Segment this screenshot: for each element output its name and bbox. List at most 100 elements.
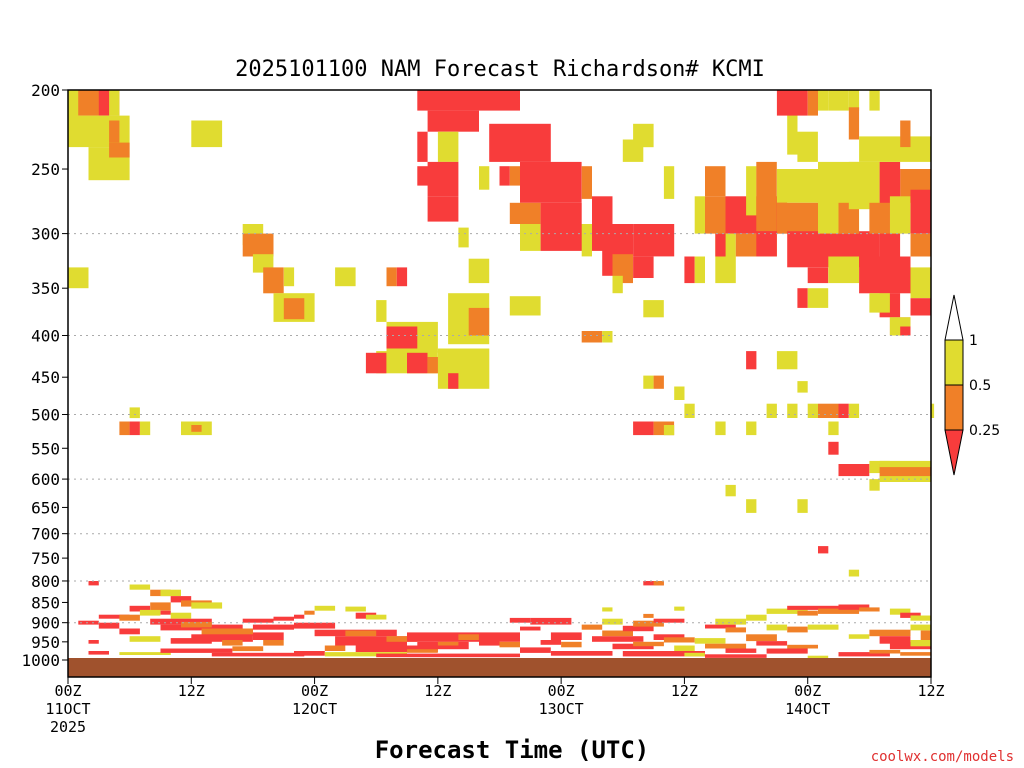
ri-cell-orange: [191, 425, 202, 432]
ri-cell-orange: [581, 166, 592, 199]
ri-cell-yellow: [869, 90, 880, 111]
legend-bin: [944, 384, 964, 431]
ri-cell-yellow: [715, 618, 747, 625]
ri-cell-orange: [561, 641, 582, 648]
ri-cell-orange: [119, 421, 130, 436]
ri-cell-yellow: [633, 123, 654, 148]
ri-cell-yellow: [468, 258, 490, 284]
ri-cell-yellow: [807, 288, 829, 308]
ri-cell-yellow: [160, 589, 181, 597]
ri-cell-red: [900, 612, 921, 618]
ri-cell-red: [746, 351, 757, 370]
ri-cell-red: [633, 224, 675, 257]
x-tick-label: 2025: [50, 718, 86, 736]
ri-cell-red: [509, 617, 531, 623]
ri-cell-orange: [283, 298, 305, 320]
credit-text[interactable]: coolwx.com/models: [871, 749, 1014, 765]
y-tick-label: 950: [31, 633, 60, 652]
ri-cell-orange: [150, 602, 171, 611]
ri-cell-yellow: [797, 381, 808, 393]
ri-cell-orange: [222, 640, 243, 646]
ri-cell-red: [807, 267, 829, 284]
x-tick-label: 00Z: [301, 682, 328, 700]
ri-cell-orange: [201, 628, 253, 637]
ri-cell-yellow: [766, 624, 788, 631]
ri-cell-orange: [119, 614, 140, 621]
ri-cell-red: [88, 651, 109, 655]
y-tick-label: 900: [31, 614, 60, 633]
ri-cell-orange: [848, 107, 860, 140]
plot-frame: [67, 89, 932, 678]
y-tick-label: 650: [31, 498, 60, 517]
ri-cell-yellow: [684, 403, 695, 418]
ri-cell-red: [643, 581, 664, 586]
ri-cell-orange: [345, 630, 377, 637]
ri-cell-yellow: [335, 267, 356, 287]
ri-cell-red: [684, 256, 695, 284]
ri-cell-orange: [879, 464, 931, 480]
legend-arrow-bottom: [944, 429, 964, 476]
ri-cell-red: [900, 326, 911, 336]
x-tick-label: 12Z: [671, 682, 698, 700]
ri-cell-yellow: [859, 136, 931, 162]
ri-cell-red: [787, 605, 839, 610]
ri-cell-orange: [818, 608, 860, 614]
ri-cell-red: [838, 464, 870, 477]
y-tick-label: 1000: [21, 651, 60, 670]
ri-cell-red: [489, 123, 551, 162]
ri-cell-orange: [869, 629, 911, 637]
ri-cell-orange: [633, 620, 664, 627]
y-tick-label: 300: [31, 225, 60, 244]
ri-cell-orange: [807, 90, 818, 116]
ri-cell-yellow: [694, 196, 705, 234]
ri-cell-red: [160, 624, 243, 631]
ri-cell-orange: [581, 331, 603, 343]
ri-cell-red: [889, 169, 901, 203]
x-tick-label: 00Z: [54, 682, 81, 700]
ri-cell-red: [252, 632, 284, 640]
ri-cell-red: [828, 441, 839, 455]
ri-cell-orange: [263, 267, 284, 294]
ri-cell-orange: [787, 626, 808, 633]
ri-cell-red: [622, 625, 654, 632]
plot-area: [68, 90, 935, 659]
ri-cell-red: [88, 640, 99, 644]
ri-cell-yellow: [479, 166, 490, 190]
ri-cell-orange: [900, 652, 931, 656]
ri-cell-yellow: [376, 300, 387, 322]
ri-cell-orange: [581, 624, 603, 630]
ri-cell-red: [633, 256, 654, 278]
ri-cell-red: [417, 131, 428, 162]
ri-cell-red: [211, 652, 305, 657]
ri-cell-red: [520, 161, 582, 203]
legend-tick-label: 0.5: [969, 378, 991, 394]
ri-cell-yellow: [191, 602, 223, 609]
ri-cell-red: [766, 648, 808, 654]
ri-cell-red: [633, 421, 654, 436]
ri-cell-yellow: [170, 612, 192, 619]
ri-cell-red: [129, 421, 140, 436]
ri-cell-red: [838, 403, 849, 418]
ri-cell-orange: [705, 196, 726, 234]
ri-cell-red: [889, 641, 931, 650]
ri-cell-orange: [458, 634, 479, 640]
ri-cell-yellow: [931, 403, 935, 418]
ri-cell-orange: [663, 637, 695, 643]
ri-cell-red: [170, 596, 192, 603]
ri-cell-orange: [407, 649, 438, 653]
ri-cell-orange: [109, 142, 130, 158]
ri-cell-red: [756, 641, 788, 646]
ri-cell-yellow: [663, 425, 675, 436]
ri-cell-yellow: [879, 460, 931, 468]
ri-cell-red: [417, 166, 438, 186]
ri-cell-orange: [324, 645, 346, 651]
ri-cell-yellow: [139, 421, 151, 436]
ri-cell-red: [715, 233, 726, 257]
ri-cell-red: [622, 651, 705, 657]
x-tick-label: 00Z: [794, 682, 821, 700]
ri-cell-red: [838, 604, 870, 610]
x-tick-label: 12OCT: [292, 700, 337, 718]
ri-cell-yellow: [848, 90, 860, 111]
